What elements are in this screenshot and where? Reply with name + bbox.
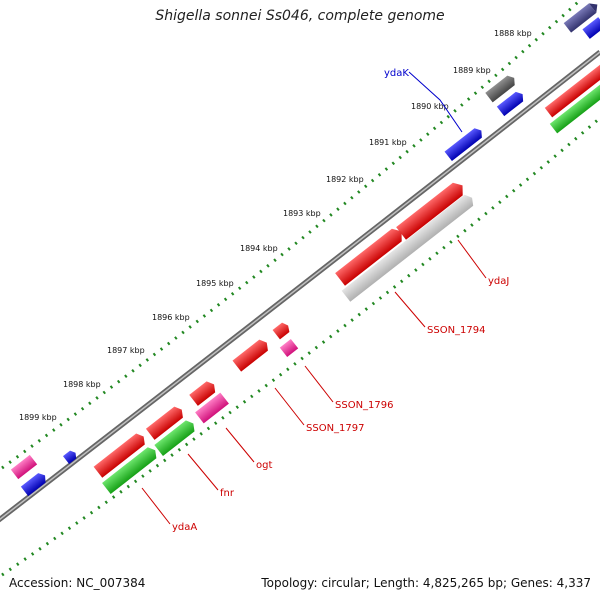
gene-sson1797 bbox=[232, 339, 268, 372]
tick-label: 1899 kbp bbox=[19, 413, 57, 422]
gene-sson1794 bbox=[341, 194, 474, 302]
gene-ydak bbox=[444, 128, 482, 162]
gene-sson1796 bbox=[279, 338, 299, 358]
gene-label-sson1797: SSON_1797 bbox=[306, 423, 365, 434]
gene-label-ogt: ogt bbox=[256, 460, 272, 471]
gene-label-fnr: fnr bbox=[220, 488, 235, 499]
tick-label: 1890 kbp bbox=[411, 102, 449, 111]
gene-fnr-red bbox=[145, 406, 183, 440]
leader-sson1794 bbox=[394, 291, 426, 328]
accession-label: Accession: NC_007384 bbox=[9, 576, 146, 590]
gene-ydaa-green bbox=[102, 447, 157, 494]
gene-ogt bbox=[195, 392, 229, 424]
gene-blue bbox=[20, 473, 46, 497]
ruler-tick-labels: 1888 kbp 1889 kbp 1890 kbp 1891 kbp 1892… bbox=[19, 29, 532, 422]
gene-red bbox=[272, 322, 290, 340]
leader-sson1797 bbox=[274, 387, 305, 426]
gene-red bbox=[189, 381, 216, 406]
gene-labels: ydaK ydaJ SSON_1794 SSON_1796 SSON_1797 … bbox=[172, 68, 509, 533]
tick-label: 1896 kbp bbox=[152, 313, 190, 322]
gene-red bbox=[335, 228, 402, 286]
gene-grey bbox=[485, 75, 515, 103]
tick-label: 1888 kbp bbox=[494, 29, 532, 38]
gene-label-ydak: ydaK bbox=[384, 68, 409, 79]
map-title: Shigella sonnei Ss046, complete genome bbox=[155, 8, 445, 24]
tick-label: 1893 kbp bbox=[283, 209, 321, 218]
gene-fnr-green bbox=[154, 420, 195, 457]
gene-label-ydaa: ydaA bbox=[172, 522, 197, 533]
tick-label: 1895 kbp bbox=[196, 279, 234, 288]
tick-label: 1898 kbp bbox=[63, 380, 101, 389]
gene-ydaa-red bbox=[93, 433, 145, 478]
tick-label: 1897 kbp bbox=[107, 346, 145, 355]
leader-ogt bbox=[225, 427, 255, 463]
leader-ydaa bbox=[141, 487, 171, 525]
gene-blue bbox=[496, 91, 524, 117]
genome-summary: Topology: circular; Length: 4,825,265 bp… bbox=[261, 576, 591, 590]
tick-label: 1891 kbp bbox=[369, 138, 407, 147]
outer-strand-genes bbox=[10, 3, 600, 497]
gene-green bbox=[549, 74, 600, 134]
gene-navy bbox=[563, 3, 598, 33]
label-leaders bbox=[141, 71, 487, 525]
leader-ydaj bbox=[457, 239, 487, 279]
inner-strand-genes bbox=[93, 182, 474, 494]
tick-label: 1892 kbp bbox=[326, 175, 364, 184]
gene-blue bbox=[62, 450, 77, 465]
leader-ydak bbox=[408, 71, 463, 133]
gene-magenta bbox=[10, 454, 38, 480]
outer-ruler bbox=[1, 0, 583, 470]
gene-label-sson1796: SSON_1796 bbox=[335, 400, 394, 411]
gene-red bbox=[544, 58, 600, 118]
gene-label-sson1794: SSON_1794 bbox=[427, 325, 486, 336]
leader-fnr bbox=[187, 453, 219, 491]
gene-label-ydaj: ydaJ bbox=[488, 276, 509, 287]
inner-ruler bbox=[1, 116, 600, 577]
leader-sson1796 bbox=[304, 365, 334, 403]
gene-ydaj bbox=[396, 182, 463, 240]
tick-label: 1894 kbp bbox=[240, 244, 278, 253]
tick-label: 1889 kbp bbox=[453, 66, 491, 75]
